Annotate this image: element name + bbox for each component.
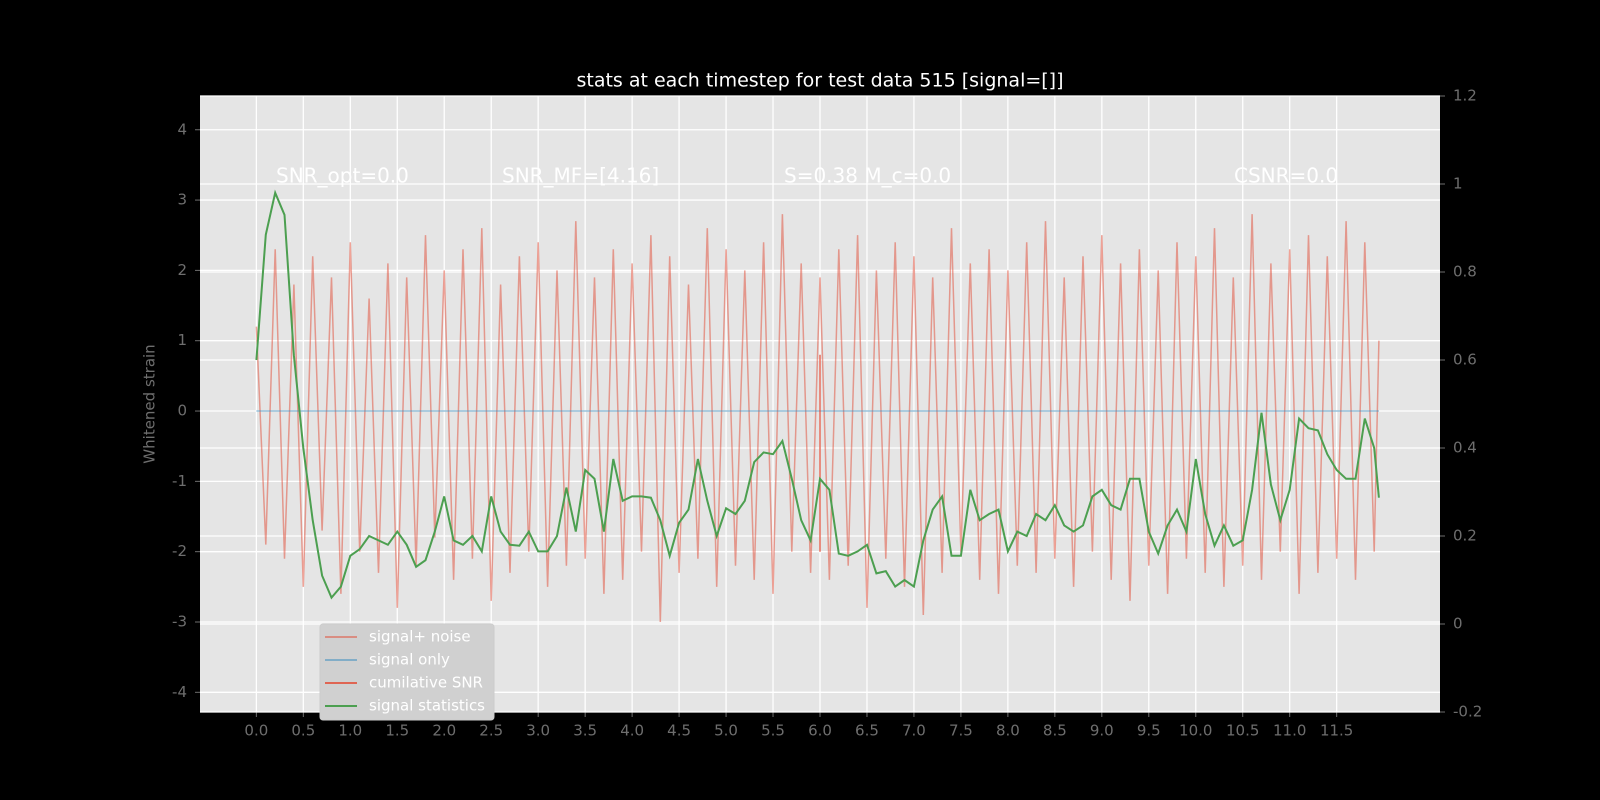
x-tick-label: 5.5 xyxy=(761,722,785,740)
y2-tick-label: 1 xyxy=(1453,175,1463,193)
y-axis-label: Whitened strain xyxy=(141,344,159,463)
y-tick-label: 2 xyxy=(177,261,187,279)
x-tick-label: 4.5 xyxy=(667,722,691,740)
y2-tick-label: 0.2 xyxy=(1453,527,1477,545)
x-tick-label: 6.0 xyxy=(808,722,832,740)
x-tick-label: 1.5 xyxy=(385,722,409,740)
x-tick-label: 10.5 xyxy=(1226,722,1259,740)
legend-label: signal statistics xyxy=(369,697,485,715)
y2-tick-label: 0.6 xyxy=(1453,351,1477,369)
x-tick-label: 3.0 xyxy=(526,722,550,740)
x-tick-label: 9.5 xyxy=(1137,722,1161,740)
legend-box xyxy=(319,623,495,721)
x-tick-label: 1.0 xyxy=(338,722,362,740)
series-line xyxy=(255,189,1380,600)
y2-tick-label: 1.2 xyxy=(1453,87,1477,105)
x-tick-label: 11.0 xyxy=(1273,722,1306,740)
x-tick-label: 7.5 xyxy=(949,722,973,740)
x-tick-label: 8.0 xyxy=(996,722,1020,740)
annotation: S=0.38 M_c=0.0 xyxy=(784,164,951,188)
y-tick-label: -1 xyxy=(172,472,187,490)
annotation: SNR_MF=[4.16] xyxy=(502,164,659,188)
chart-title: stats at each timestep for test data 515… xyxy=(576,70,1063,92)
x-tick-label: 11.5 xyxy=(1320,722,1353,740)
x-tick-label: 2.0 xyxy=(432,722,456,740)
x-tick-label: 6.5 xyxy=(855,722,879,740)
legend-label: cumilative SNR xyxy=(369,674,483,692)
series-line xyxy=(255,214,1380,623)
legend-label: signal+ noise xyxy=(369,628,471,646)
x-tick-label: 8.5 xyxy=(1043,722,1067,740)
y-tick-label: -3 xyxy=(172,612,187,630)
x-tick-label: 3.5 xyxy=(573,722,597,740)
x-tick-label: 5.0 xyxy=(714,722,738,740)
x-tick-label: 0.5 xyxy=(291,722,315,740)
y2-tick-label: 0.8 xyxy=(1453,263,1477,281)
x-tick-label: 7.0 xyxy=(902,722,926,740)
annotation: CSNR=0.0 xyxy=(1234,164,1338,188)
x-tick-label: 10.0 xyxy=(1179,722,1212,740)
y-tick-label: 3 xyxy=(177,191,187,209)
y-tick-label: -2 xyxy=(172,542,187,560)
legend-label: signal only xyxy=(369,651,450,669)
y-tick-label: -4 xyxy=(172,683,187,701)
x-tick-label: 9.0 xyxy=(1090,722,1114,740)
y2-tick-label: -0.2 xyxy=(1453,703,1482,721)
y2-tick-label: 0 xyxy=(1453,615,1463,633)
y-tick-label: 0 xyxy=(177,402,187,420)
annotation: SNR_opt=0.0 xyxy=(276,164,409,188)
x-tick-label: 4.0 xyxy=(620,722,644,740)
x-tick-label: 0.0 xyxy=(244,722,268,740)
x-tick-label: 2.5 xyxy=(479,722,503,740)
y-tick-label: 4 xyxy=(177,120,187,138)
y2-tick-label: 0.4 xyxy=(1453,439,1477,457)
y-tick-label: 1 xyxy=(177,331,187,349)
